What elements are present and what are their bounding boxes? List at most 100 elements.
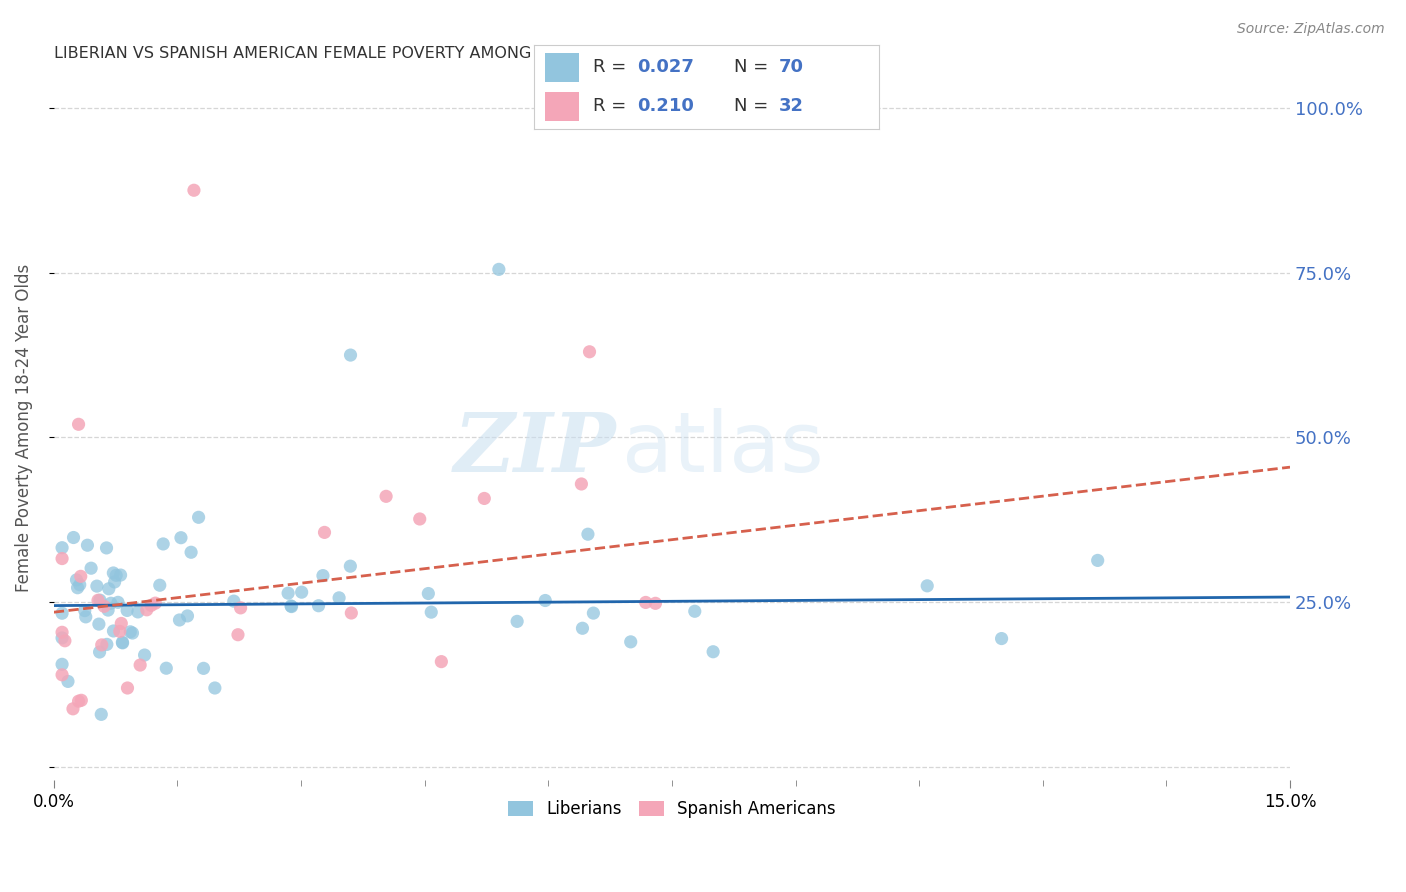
- Point: [506, 615, 529, 629]
- Point: [152, 537, 174, 551]
- Point: [571, 477, 593, 491]
- Point: [683, 604, 706, 618]
- Point: [56, 674, 79, 689]
- Text: atlas: atlas: [623, 409, 824, 489]
- Point: [702, 645, 724, 659]
- Point: [51, 606, 73, 620]
- Point: [339, 348, 361, 362]
- Point: [576, 527, 599, 541]
- Point: [187, 510, 209, 524]
- Point: [183, 183, 205, 197]
- Point: [308, 599, 330, 613]
- Point: [420, 605, 443, 619]
- Point: [51, 631, 73, 645]
- Point: [277, 586, 299, 600]
- Point: [280, 599, 302, 614]
- Point: [90, 707, 112, 722]
- Text: N =: N =: [734, 59, 768, 77]
- Point: [65, 573, 87, 587]
- Point: [990, 632, 1012, 646]
- Point: [571, 621, 593, 635]
- Point: [204, 681, 226, 695]
- Point: [634, 595, 657, 609]
- Bar: [544, 54, 579, 82]
- Point: [121, 626, 143, 640]
- Point: [110, 616, 132, 631]
- Text: 0.027: 0.027: [638, 59, 695, 77]
- Point: [312, 568, 335, 582]
- Point: [107, 595, 129, 609]
- Point: [108, 624, 131, 639]
- Point: [143, 596, 166, 610]
- Point: [314, 525, 336, 540]
- Point: [89, 593, 111, 607]
- Point: [155, 661, 177, 675]
- Point: [582, 606, 605, 620]
- Point: [103, 624, 125, 638]
- Point: [170, 531, 193, 545]
- Point: [51, 657, 73, 672]
- Point: [117, 681, 139, 695]
- Point: [291, 585, 314, 599]
- Point: [90, 638, 112, 652]
- Point: [120, 624, 142, 639]
- Text: LIBERIAN VS SPANISH AMERICAN FEMALE POVERTY AMONG 18-24 YEAR OLDS CORRELATION CH: LIBERIAN VS SPANISH AMERICAN FEMALE POVE…: [53, 46, 858, 62]
- Bar: [544, 92, 579, 120]
- Text: 0.210: 0.210: [638, 96, 695, 114]
- Point: [134, 648, 156, 662]
- Point: [104, 574, 127, 589]
- Point: [96, 637, 118, 651]
- Point: [141, 599, 163, 613]
- Legend: Liberians, Spanish Americans: Liberians, Spanish Americans: [502, 794, 842, 825]
- Point: [430, 655, 453, 669]
- Point: [93, 599, 115, 614]
- Text: Source: ZipAtlas.com: Source: ZipAtlas.com: [1237, 22, 1385, 37]
- Point: [644, 596, 666, 610]
- Point: [111, 636, 134, 650]
- Point: [51, 541, 73, 555]
- Text: ZIP: ZIP: [454, 409, 616, 489]
- Point: [97, 603, 120, 617]
- Point: [176, 608, 198, 623]
- Point: [222, 594, 245, 608]
- Point: [89, 645, 111, 659]
- Point: [105, 568, 128, 582]
- Point: [1087, 553, 1109, 567]
- Point: [915, 579, 938, 593]
- Point: [328, 591, 350, 605]
- Point: [51, 625, 73, 640]
- Point: [115, 603, 138, 617]
- Text: N =: N =: [734, 96, 768, 114]
- Point: [87, 593, 110, 607]
- Point: [472, 491, 495, 506]
- Point: [62, 702, 84, 716]
- Point: [169, 613, 191, 627]
- Point: [62, 531, 84, 545]
- Point: [53, 633, 76, 648]
- Text: R =: R =: [593, 59, 626, 77]
- Point: [97, 582, 120, 596]
- Point: [339, 559, 361, 574]
- Point: [229, 600, 252, 615]
- Text: 32: 32: [779, 96, 804, 114]
- Point: [409, 512, 432, 526]
- Point: [340, 606, 363, 620]
- Y-axis label: Female Poverty Among 18-24 Year Olds: Female Poverty Among 18-24 Year Olds: [15, 263, 32, 591]
- Point: [51, 551, 73, 566]
- Text: 70: 70: [779, 59, 804, 77]
- Point: [103, 566, 125, 580]
- Point: [69, 577, 91, 591]
- Text: R =: R =: [593, 96, 626, 114]
- Point: [578, 344, 600, 359]
- Point: [100, 596, 122, 610]
- Point: [67, 417, 90, 432]
- Point: [534, 593, 557, 607]
- Point: [76, 538, 98, 552]
- Point: [488, 262, 510, 277]
- Point: [96, 541, 118, 555]
- Point: [226, 628, 249, 642]
- Point: [110, 568, 132, 582]
- Point: [180, 545, 202, 559]
- Point: [86, 579, 108, 593]
- Point: [149, 578, 172, 592]
